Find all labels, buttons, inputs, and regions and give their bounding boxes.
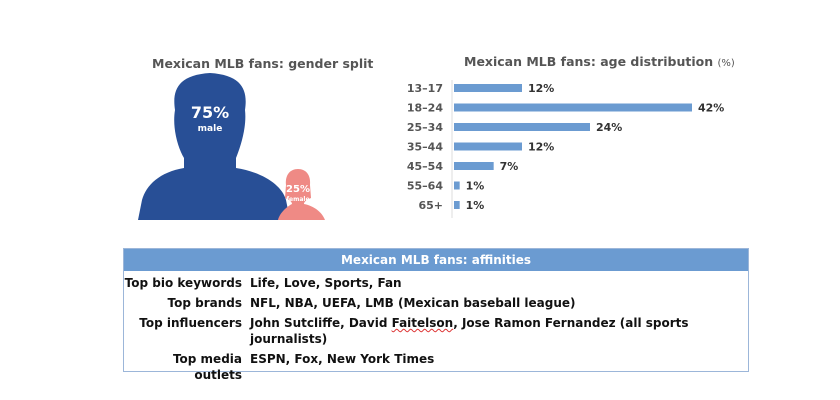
age-category-label: 45–54 <box>407 160 443 173</box>
affinities-table: Mexican MLB fans: affinities Top bio key… <box>123 248 749 382</box>
age-value-label: 24% <box>596 121 622 134</box>
row-key: Top media outlets <box>172 352 242 382</box>
age-chart-title: Mexican MLB fans: age distribution (%) <box>464 54 735 69</box>
age-bar-13-17 <box>454 84 522 92</box>
age-bar-65+ <box>454 201 460 209</box>
age-value-label: 12% <box>528 141 554 154</box>
age-bars: 13–17 12% 18–24 42% 25–34 24% 35–44 12% 45–54 7% 5… <box>407 82 724 212</box>
female-label: female <box>286 196 309 203</box>
male-silhouette: 75% male <box>138 73 290 220</box>
male-label: male <box>198 124 223 134</box>
age-category-label: 35–44 <box>407 141 443 154</box>
spellcheck-word: Faitelson <box>391 316 454 330</box>
row-value: Life, Love, Sports, Fan <box>250 276 402 290</box>
age-value-label: 1% <box>466 180 485 193</box>
age-category-label: 65+ <box>418 199 443 212</box>
row-key: Top bio keywords <box>124 276 242 290</box>
row-key: Top brands <box>167 296 242 310</box>
age-bar-18-24 <box>454 103 692 112</box>
table-row: Top influencers John Sutcliffe, David Fai… <box>124 315 748 347</box>
age-category-label: 25–34 <box>407 121 443 134</box>
charts-svg: 75% male 25% female 13–17 12% 18–24 42% 25–3… <box>138 73 724 220</box>
row-value: John Sutcliffe, David Faitelson, Jose Ra… <box>250 315 748 347</box>
value-part: John Sutcliffe, David <box>250 316 392 330</box>
female-silhouette: 25% female <box>278 169 325 220</box>
male-pct-label: 75% <box>191 103 229 122</box>
age-value-label: 12% <box>528 82 554 95</box>
row-key: Top influencers <box>139 316 242 330</box>
age-value-label: 1% <box>466 199 485 212</box>
age-category-label: 13–17 <box>407 82 443 95</box>
age-category-label: 18–24 <box>407 102 443 115</box>
table-row: Top bio keywords Life, Love, Sports, Fan <box>124 275 748 291</box>
age-bar-35-44 <box>454 142 522 151</box>
age-title-text: Mexican MLB fans: age distribution <box>464 54 714 69</box>
gender-chart-title: Mexican MLB fans: gender split <box>152 56 374 71</box>
age-bar-25-34 <box>454 123 590 131</box>
age-bar-45-54 <box>454 162 494 170</box>
table-row: Top brands NFL, NBA, UEFA, LMB (Mexican b… <box>124 295 748 311</box>
row-value: ESPN, Fox, New York Times <box>250 352 435 366</box>
age-bar-55-64 <box>454 181 460 190</box>
age-value-label: 7% <box>500 160 519 173</box>
affinities-header: Mexican MLB fans: affinities <box>124 249 748 271</box>
age-value-label: 42% <box>698 102 724 115</box>
female-pct-label: 25% <box>286 184 310 195</box>
age-title-unit: (%) <box>717 58 735 69</box>
row-value: NFL, NBA, UEFA, LMB (Mexican baseball le… <box>250 296 576 310</box>
value-part: , Jose Ramon Fernandez (all sports journ… <box>250 316 689 346</box>
table-row: Top media outlets ESPN, Fox, New York Tim… <box>124 351 748 383</box>
age-category-label: 55–64 <box>407 180 443 193</box>
